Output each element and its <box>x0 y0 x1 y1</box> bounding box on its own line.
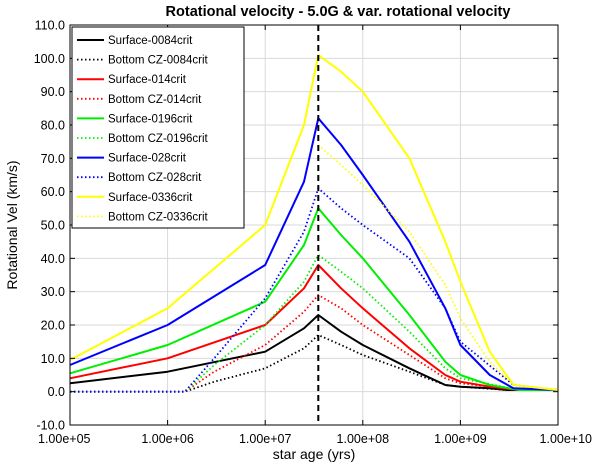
legend-label-surface-014crit: Surface-014crit <box>108 74 187 86</box>
y-tick-label: 40.0 <box>41 252 65 266</box>
series-line-surface-0196crit <box>69 207 558 391</box>
y-tick-label: 60.0 <box>41 185 65 199</box>
series-line-surface-0084crit <box>69 314 558 391</box>
series-lines <box>69 54 559 393</box>
legend-label-surface-0336crit: Surface-0336crit <box>108 192 193 204</box>
y-tick-label: -10.0 <box>37 419 66 433</box>
y-axis-ticks: -10.0 0.0 10.0 20.0 30.0 40.0 50.0 60.0 70.0 80.0… <box>34 19 558 433</box>
y-tick-label: 10.0 <box>41 352 65 366</box>
series-line-bottom-cz-0336crit <box>317 144 559 391</box>
chart-title: Rotational velocity - 5.0G & var. rotati… <box>166 4 511 20</box>
y-tick-label: 90.0 <box>41 85 65 99</box>
legend: Surface-0084crit Bottom CZ-0084crit Surfac… <box>71 26 245 229</box>
legend-label-surface-028crit: Surface-028crit <box>108 153 187 165</box>
x-axis-ticks: 1.00e+05 1.00e+06 1.00e+07 1.00e+08 1.00e+09… <box>38 25 592 446</box>
legend-label-bottom-cz-0196crit: Bottom CZ-0196crit <box>108 133 209 145</box>
legend-label-bottom-cz-014crit: Bottom CZ-014crit <box>108 94 202 106</box>
x-tick-label: 1.00e+09 <box>434 432 487 446</box>
x-tick-label: 1.00e+10 <box>540 432 593 446</box>
y-tick-label: 20.0 <box>41 319 65 333</box>
legend-label-bottom-cz-0084crit: Bottom CZ-0084crit <box>108 55 209 67</box>
x-tick-label: 1.00e+06 <box>141 432 194 446</box>
x-axis-title: star age (yrs) <box>273 446 355 462</box>
y-tick-label: 110.0 <box>35 19 65 33</box>
series-line-surface-014crit <box>69 264 558 391</box>
y-axis-title: Rotational Vel (km/s) <box>4 160 20 289</box>
y-tick-label: 70.0 <box>41 152 65 166</box>
series-line-bottom-cz-014crit <box>70 294 558 393</box>
legend-label-surface-0196crit: Surface-0196crit <box>108 113 193 125</box>
y-tick-label: 0.0 <box>48 385 65 399</box>
legend-label-surface-0084crit: Surface-0084crit <box>108 35 193 47</box>
series-line-surface-0336crit <box>69 54 559 391</box>
series-line-bottom-cz-0196crit <box>70 254 558 393</box>
legend-label-bottom-cz-0336crit: Bottom CZ-0336crit <box>108 211 209 223</box>
y-tick-label: 30.0 <box>41 285 65 299</box>
series-line-surface-028crit <box>69 117 559 391</box>
x-tick-label: 1.00e+08 <box>337 432 390 446</box>
x-tick-label: 1.00e+05 <box>38 432 91 446</box>
y-tick-label: 100.0 <box>34 52 65 66</box>
legend-label-bottom-cz-028crit: Bottom CZ-028crit <box>108 172 202 184</box>
y-tick-label: 80.0 <box>41 119 65 133</box>
x-tick-label: 1.00e+07 <box>239 432 292 446</box>
y-tick-label: 50.0 <box>41 219 65 233</box>
legend-box <box>71 26 245 229</box>
